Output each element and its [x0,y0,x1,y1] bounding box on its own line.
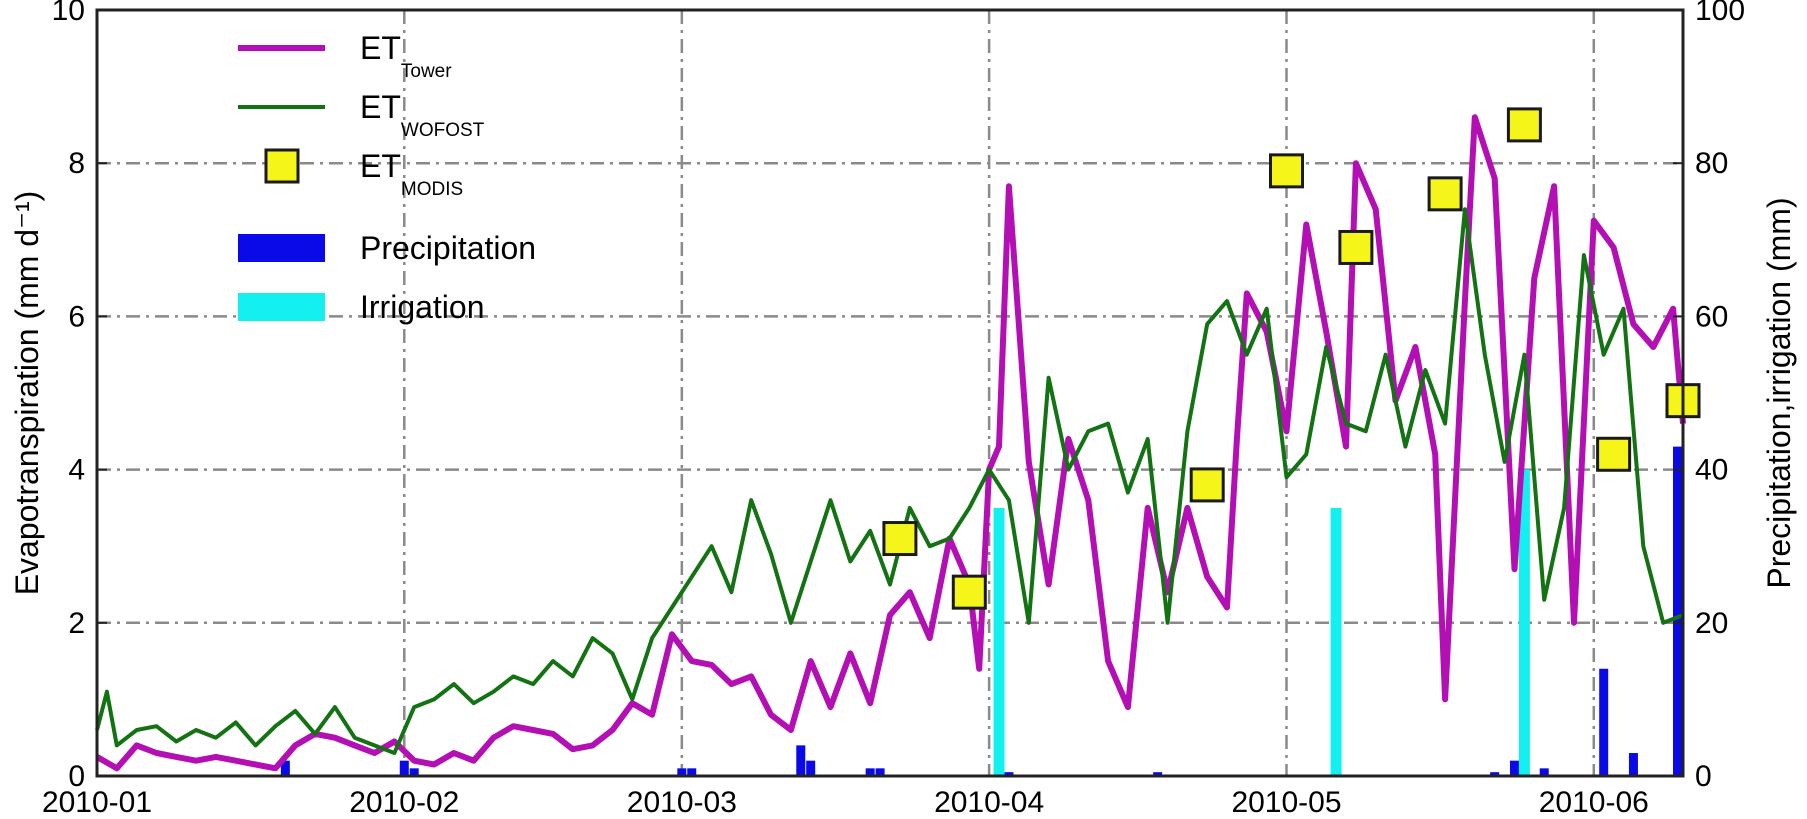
legend-swatch [238,293,325,321]
legend-label-main: ET [360,148,401,184]
legend-swatch [238,234,325,262]
plot-frame [95,8,1685,778]
precipitation-bar [1004,772,1014,776]
precipitation-bar [1539,768,1549,776]
x-tick-label: 2010-03 [627,786,737,819]
legend-label-main: Irrigation [360,289,485,325]
precipitation-bar [875,768,885,776]
y-tick-label: 8 [68,147,85,180]
y2-tick-label: 80 [1695,147,1728,180]
et-modis-marker [1596,436,1632,472]
y-tick-label: 4 [68,454,85,487]
legend-label: ETMODIS [360,148,463,200]
marker-series [882,107,1701,610]
y2-tick-label: 40 [1695,454,1728,487]
precipitation-bar [865,768,875,776]
et-modis-marker [1338,229,1374,265]
et-modis-marker [1506,107,1542,143]
precipitation-bar [687,768,697,776]
y2-axis-title: Precipitation,irrigation (mm) [1761,197,1797,588]
y2-tick-label: 0 [1695,760,1712,793]
et-modis-marker [1269,153,1304,189]
precipitation-bar [399,760,409,776]
et-modis-marker [1427,176,1463,212]
legend-label-main: ET [360,89,401,125]
et-modis-marker [882,521,918,557]
irrigation-bar [1518,469,1530,776]
irrigation-bar [1330,507,1342,776]
y2-tick-label: 100 [1695,0,1745,27]
x-tick-label: 2010-02 [349,786,459,819]
y2-tick-label: 60 [1695,300,1728,333]
precipitation-bar [1673,446,1682,776]
precipitation-bar [1490,772,1500,776]
y-tick-label: 6 [68,300,85,333]
et-tower-line [95,114,1686,772]
legend-label: Irrigation [360,289,485,325]
x-tick-label: 2010-01 [42,786,152,819]
precipitation-bar [796,745,806,776]
legend-label-subscript: Tower [401,61,452,82]
precipitation-bar [1509,760,1519,776]
y-tick-label: 0 [68,760,85,793]
precipitation-bar [806,760,816,776]
line-series [95,114,1686,772]
y2-tick-label: 20 [1695,607,1728,640]
legend-label: ETTower [360,30,452,82]
axis-ticks: 2010-01 2010-02 2010-03 2010-04 2010-05 2010-… [42,0,1745,819]
legend-swatch [264,148,300,184]
irrigation-bar [993,507,1005,776]
precipitation-bar [1153,772,1163,776]
precipitation-bar [677,768,687,776]
y-tick-label: 10 [52,0,85,27]
x-tick-label: 2010-06 [1539,786,1649,819]
legend-label-subscript: MODIS [401,179,463,200]
legend-label-subscript: WOFOST [401,120,485,141]
legend: ETTowerETWOFOSTETMODISPrecipitationIrrig… [238,30,536,325]
et-wofost-line [95,207,1684,755]
legend-label-main: ET [360,30,401,66]
bar-series [280,446,1682,776]
precipitation-bar [409,768,419,776]
precipitation-bar [1599,668,1609,776]
legend-label-main: Precipitation [360,230,536,266]
x-tick-label: 2010-04 [934,786,1044,819]
x-tick-label: 2010-05 [1231,786,1341,819]
precipitation-bar [280,760,290,776]
et-modis-marker [951,574,987,610]
legend-label: ETWOFOST [360,89,485,141]
precipitation-bar [1628,753,1638,776]
et-modis-marker [1189,467,1225,503]
legend-label: Precipitation [360,230,536,266]
y-tick-label: 2 [68,607,85,640]
y-axis-title: Evapotranspiration (mm d⁻¹) [9,191,45,596]
